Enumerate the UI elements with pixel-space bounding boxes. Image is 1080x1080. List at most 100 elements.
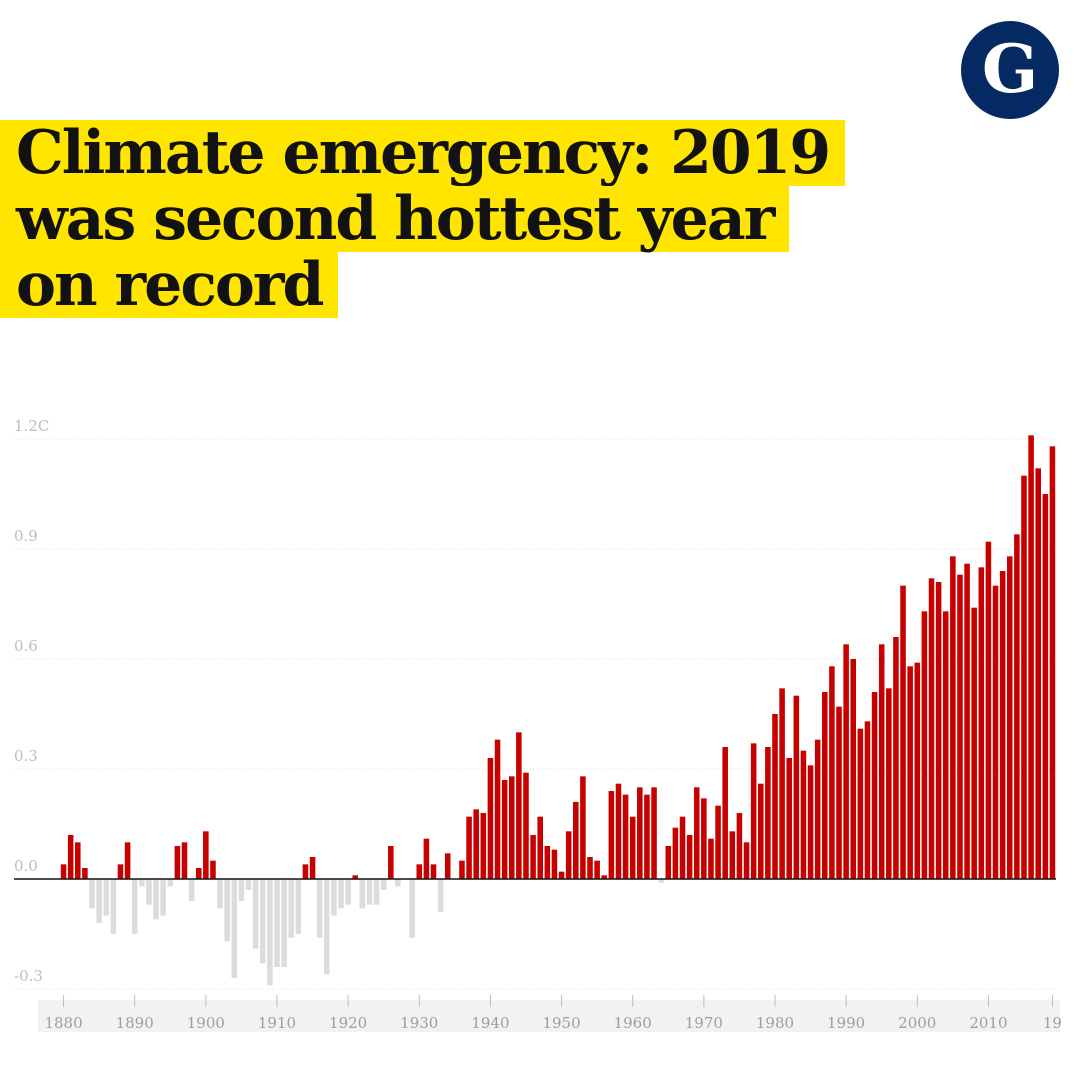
bar	[530, 835, 536, 879]
bar	[409, 879, 415, 938]
x-tick-label: 1920	[329, 1014, 367, 1032]
bar	[203, 831, 209, 879]
bar	[886, 688, 892, 879]
bar	[267, 879, 273, 986]
grid-lines: 1.2C 0.9 0.6 0.3 0.0 -0.3	[14, 417, 1056, 990]
y-tick-label: -0.3	[14, 967, 43, 985]
bar	[388, 846, 394, 879]
bar	[701, 798, 707, 879]
bar	[978, 567, 985, 879]
bar	[679, 816, 686, 879]
bar	[316, 879, 323, 938]
bar	[921, 611, 928, 879]
bar	[160, 879, 166, 916]
bar	[295, 879, 302, 934]
bar	[665, 846, 672, 879]
x-tick-label: 1940	[471, 1014, 509, 1032]
bar	[601, 875, 608, 879]
bar	[466, 816, 472, 879]
headline: Climate emergency: 2019 was second hotte…	[0, 120, 900, 318]
bar	[843, 644, 849, 879]
bar	[224, 879, 230, 942]
x-tick-label: 1880	[44, 1014, 82, 1032]
bar	[587, 857, 593, 879]
bar	[957, 574, 963, 879]
bar	[565, 831, 572, 879]
bar	[60, 864, 67, 879]
y-tick-label: 0.0	[14, 857, 38, 875]
bar	[750, 743, 757, 879]
guardian-logo-mark: G	[961, 21, 1059, 119]
x-tick-label: 1970	[685, 1014, 723, 1032]
bar	[430, 864, 437, 879]
bar	[245, 879, 252, 890]
bar	[494, 739, 501, 879]
bar	[508, 776, 515, 879]
bar	[644, 794, 650, 879]
bar	[693, 787, 700, 879]
bar	[822, 692, 828, 879]
headline-line-3: on record	[0, 252, 900, 318]
bar	[523, 772, 529, 879]
bar	[146, 879, 152, 905]
bar	[772, 714, 778, 879]
bar	[765, 747, 771, 879]
bar	[950, 556, 956, 879]
guardian-logo-letter: G	[982, 30, 1038, 108]
bar	[302, 864, 309, 879]
x-tick-label: 1960	[614, 1014, 652, 1032]
temperature-anomaly-chart: 1.2C0.90.60.30.0-0.3 1880 1890 1900 1910 192…	[14, 417, 1062, 1032]
bar	[743, 842, 750, 879]
bar	[338, 879, 344, 909]
bar	[124, 842, 131, 879]
bar	[836, 706, 842, 879]
bar	[594, 860, 600, 879]
bar	[686, 835, 693, 879]
bar	[658, 879, 664, 883]
axes: 1880 1890 1900 1910 1920 1930 1940 1950 1960 1970…	[14, 878, 1062, 1032]
bar	[558, 871, 565, 879]
bar	[537, 816, 543, 879]
bar	[174, 846, 181, 879]
x-axis-band	[38, 1000, 1060, 1032]
bar	[1006, 556, 1013, 879]
bar	[871, 692, 878, 879]
bar	[117, 864, 124, 879]
bar	[857, 728, 864, 879]
x-tick-label: 2010	[969, 1014, 1007, 1032]
bar	[864, 721, 871, 879]
y-tick-label: 0.9	[14, 527, 38, 545]
headline-line-2: was second hottest year	[0, 186, 900, 252]
x-tick-label: 1910	[258, 1014, 296, 1032]
bar	[288, 879, 294, 938]
bar	[1042, 494, 1049, 879]
bar	[893, 637, 899, 879]
bar	[928, 578, 935, 879]
bar	[779, 688, 785, 879]
bar	[672, 827, 679, 879]
bar	[231, 879, 238, 978]
bar	[395, 879, 401, 887]
guardian-logo-circle	[961, 21, 1059, 119]
bar	[573, 802, 579, 879]
bar	[829, 666, 835, 879]
bar	[907, 666, 913, 879]
bar	[900, 585, 906, 879]
bar	[75, 842, 81, 879]
bar	[807, 765, 814, 879]
bar	[167, 879, 174, 887]
x-tick-label: 1890	[116, 1014, 154, 1032]
bar	[238, 879, 245, 901]
x-tick-label: 2000	[898, 1014, 936, 1032]
bar	[331, 879, 337, 916]
bar	[1028, 435, 1034, 879]
bar	[1049, 446, 1056, 879]
bar	[373, 879, 380, 905]
bar	[110, 879, 117, 934]
bar	[89, 879, 95, 909]
bar	[501, 780, 508, 879]
bar	[814, 739, 821, 879]
bars	[60, 435, 1056, 986]
bar	[309, 857, 316, 879]
bar	[516, 732, 522, 879]
